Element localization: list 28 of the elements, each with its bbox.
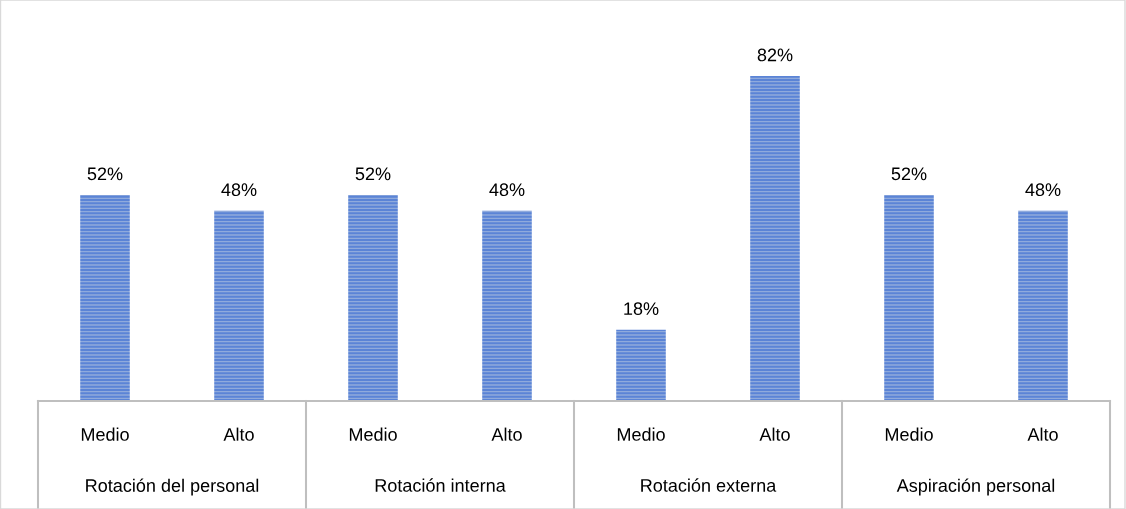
bar: [1018, 210, 1068, 401]
text: Aspiración personal: [896, 478, 1055, 496]
x-tick-label: Alto: [491, 427, 522, 441]
data-label: 48%: [489, 183, 525, 197]
text: Rotación externa: [641, 478, 777, 492]
data-label: 52%: [355, 167, 391, 181]
data-label: 18%: [624, 302, 659, 315]
x-tick-label: Medio: [81, 427, 129, 441]
text: Rotación del personal: [86, 478, 259, 496]
data-label: 52%: [891, 167, 927, 181]
bar: [214, 210, 264, 401]
x-tick-label: Alto: [223, 427, 254, 441]
x-tick-label: Alto: [1027, 427, 1058, 441]
x-tick-label: Medio: [617, 427, 665, 441]
bar: [616, 329, 666, 401]
bar: [884, 194, 934, 401]
bar: [750, 76, 800, 401]
data-label: 82%: [757, 48, 793, 62]
data-label: 52%: [87, 167, 123, 181]
bar: [80, 194, 130, 401]
text: Rotación interna: [375, 478, 506, 492]
x-tick-label: Alto: [759, 427, 790, 441]
data-label: 48%: [1025, 183, 1061, 197]
x-tick-label: Medio: [349, 427, 397, 441]
data-label: 48%: [221, 183, 257, 197]
bar: [348, 194, 398, 401]
x-tick-label: Medio: [885, 427, 933, 441]
bar: [482, 210, 532, 401]
